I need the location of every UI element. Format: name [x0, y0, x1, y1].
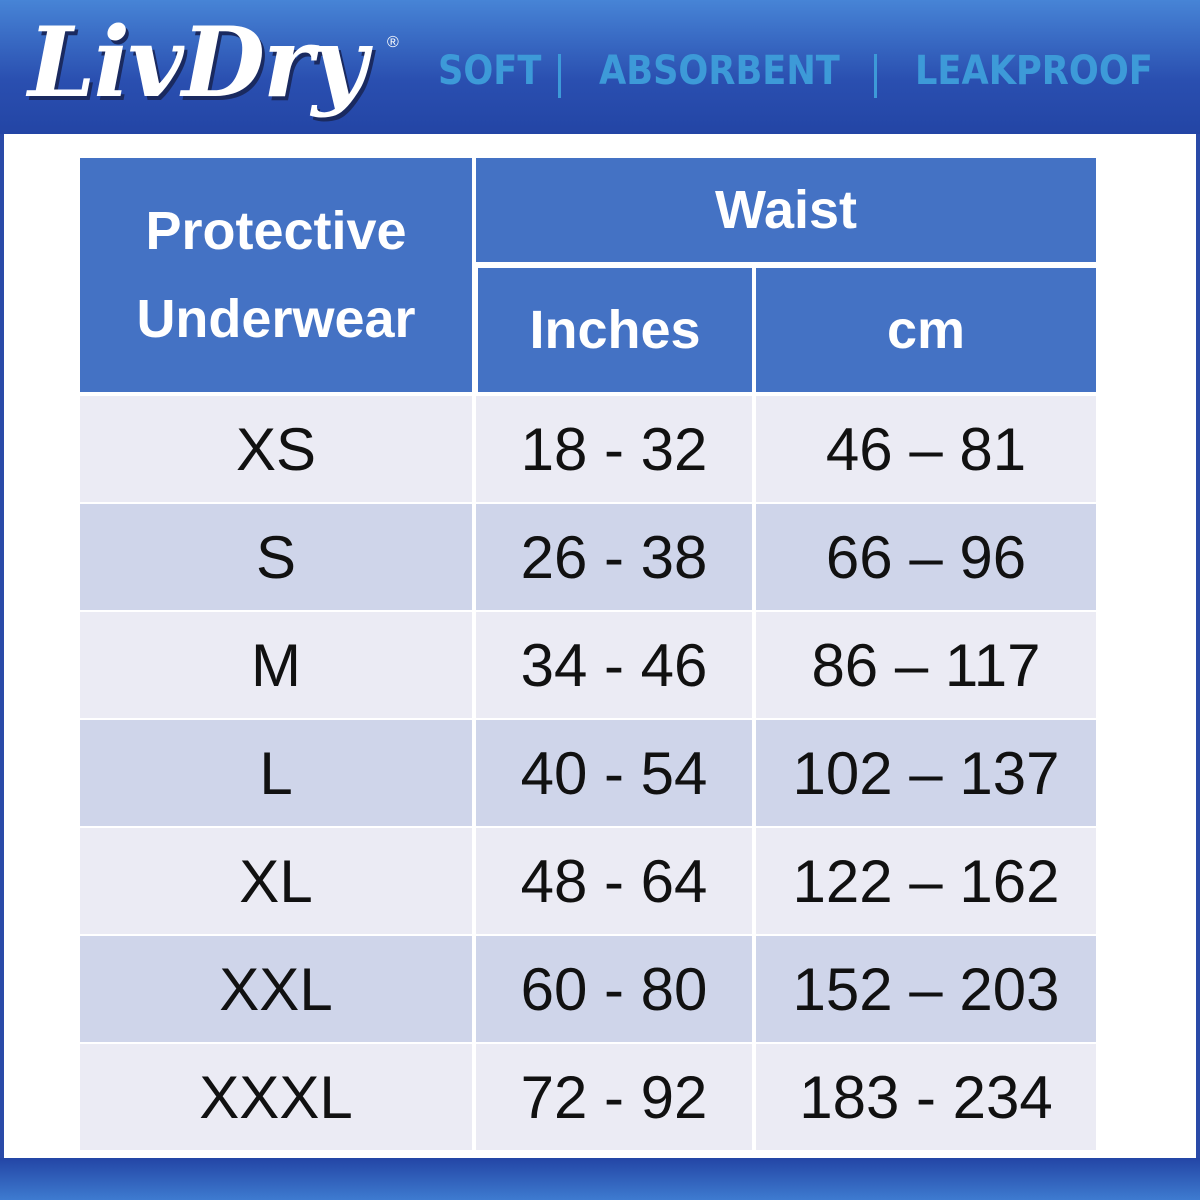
cell-inches: 48 - 64 [476, 828, 752, 934]
cell-cm: 102 – 137 [756, 720, 1096, 826]
tagline-divider [874, 54, 877, 98]
brand-logo: LivDry [28, 6, 367, 119]
cell-cm: 152 – 203 [756, 936, 1096, 1042]
tagline-divider [558, 54, 561, 98]
header-waist: Waist [476, 158, 1096, 262]
tagline-absorbent: ABSORBENT [599, 48, 840, 94]
cell-size: L [80, 720, 472, 826]
cell-size: XXL [80, 936, 472, 1042]
cell-inches: 72 - 92 [476, 1044, 752, 1150]
header-cm: cm [756, 268, 1096, 392]
tagline-soft: SOFT [438, 48, 542, 94]
cell-inches: 18 - 32 [476, 396, 752, 502]
cell-inches: 60 - 80 [476, 936, 752, 1042]
cell-size: M [80, 612, 472, 718]
header-inches: Inches [478, 268, 752, 392]
cell-size: XL [80, 828, 472, 934]
cell-size: S [80, 504, 472, 610]
cell-inches: 34 - 46 [476, 612, 752, 718]
cell-cm: 122 – 162 [756, 828, 1096, 934]
cell-size: XS [80, 396, 472, 502]
cell-cm: 183 - 234 [756, 1044, 1096, 1150]
cell-cm: 86 – 117 [756, 612, 1096, 718]
header-product: Protective Underwear [80, 158, 472, 392]
cell-cm: 46 – 81 [756, 396, 1096, 502]
tagline: SOFT ABSORBENT LEAKPROOF [438, 48, 1185, 98]
cell-inches: 40 - 54 [476, 720, 752, 826]
bottom-band [0, 1158, 1200, 1200]
registered-mark: ® [387, 34, 399, 51]
tagline-leakproof: LEAKPROOF [915, 48, 1153, 94]
brand-header: LivDry ® SOFT ABSORBENT LEAKPROOF [0, 0, 1200, 134]
cell-size: XXXL [80, 1044, 472, 1150]
cell-cm: 66 – 96 [756, 504, 1096, 610]
cell-inches: 26 - 38 [476, 504, 752, 610]
